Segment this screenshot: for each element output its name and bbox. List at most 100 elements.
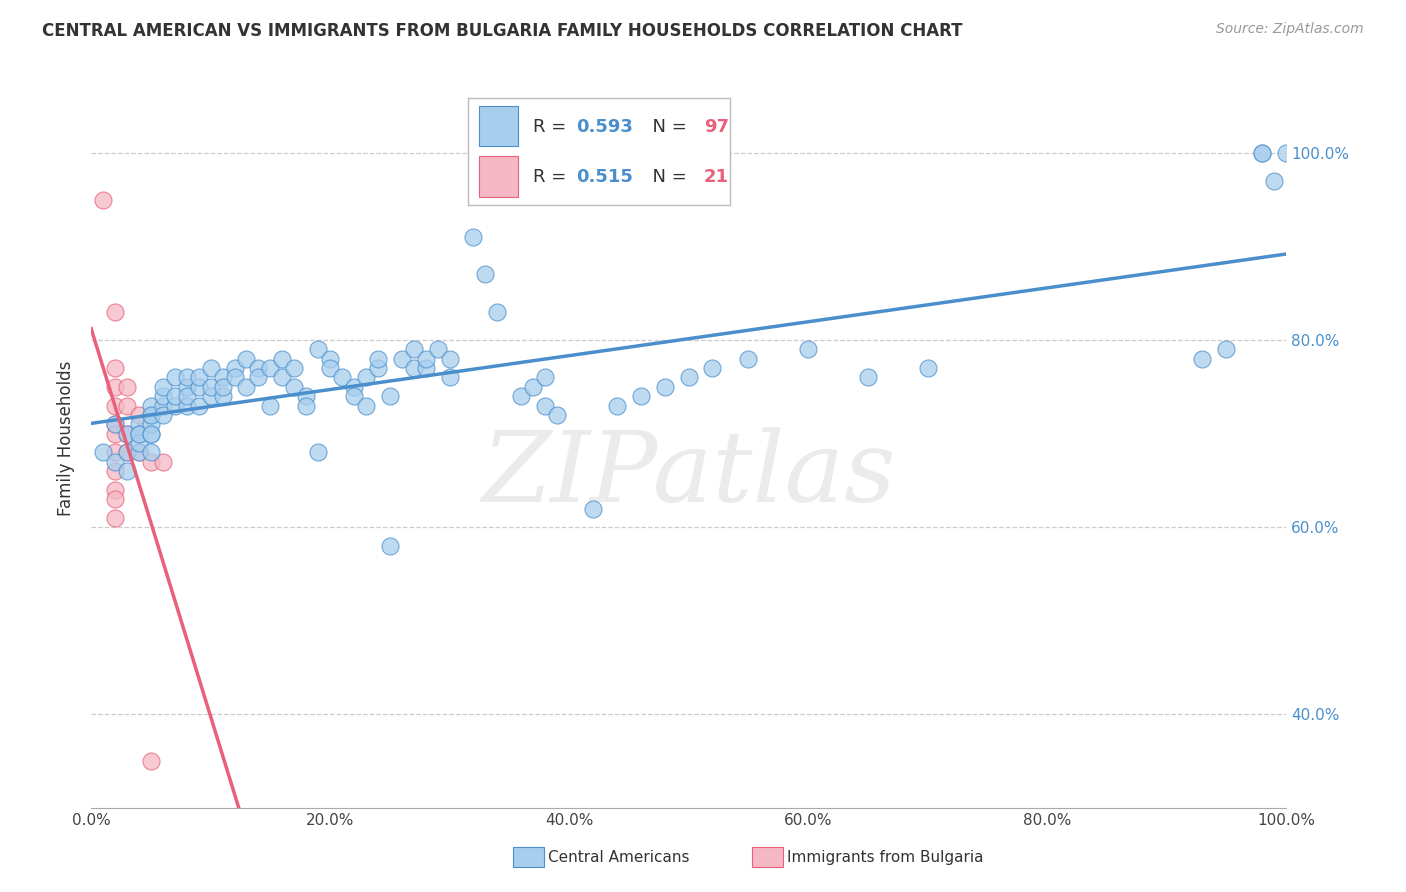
Point (128, 436, 150, 450)
Point (104, 511, 127, 525)
Point (486, 305, 509, 319)
Point (463, 230, 485, 244)
FancyBboxPatch shape (468, 98, 730, 205)
Point (139, 417, 162, 432)
Point (139, 408, 162, 422)
Point (654, 380, 676, 394)
Point (176, 370, 198, 384)
Point (534, 399, 557, 413)
Point (737, 351, 759, 366)
Point (391, 351, 413, 366)
Point (152, 408, 174, 422)
Point (139, 426, 162, 441)
Text: Immigrants from Bulgaria: Immigrants from Bulgaria (787, 850, 984, 864)
Point (224, 370, 246, 384)
Point (211, 380, 233, 394)
Point (283, 361, 305, 376)
Point (307, 343, 329, 357)
Point (104, 483, 127, 497)
Text: 21: 21 (704, 169, 730, 186)
Point (152, 399, 174, 413)
Point (1263, 174, 1285, 188)
Point (1251, 145, 1274, 160)
Point (378, 539, 401, 553)
Point (104, 445, 127, 459)
Point (152, 380, 174, 394)
Point (139, 445, 162, 459)
Point (330, 370, 353, 384)
Point (152, 455, 174, 469)
Point (128, 417, 150, 432)
Point (343, 380, 366, 394)
Point (797, 343, 820, 357)
Text: 0.515: 0.515 (576, 169, 633, 186)
Point (176, 380, 198, 394)
Point (354, 399, 377, 413)
Point (1275, 145, 1298, 160)
Point (115, 464, 138, 478)
Point (271, 370, 294, 384)
Text: Central Americans: Central Americans (548, 850, 690, 864)
Point (211, 370, 233, 384)
Point (702, 361, 724, 376)
Point (115, 445, 138, 459)
Point (1191, 351, 1213, 366)
Point (115, 445, 138, 459)
Bar (479, 156, 517, 197)
Point (139, 399, 162, 413)
Point (295, 399, 318, 413)
Point (104, 417, 127, 432)
Point (224, 361, 246, 376)
Point (187, 370, 209, 384)
Point (104, 455, 127, 469)
Text: N =: N = (641, 169, 692, 186)
Bar (479, 105, 517, 146)
Point (367, 361, 389, 376)
Point (510, 389, 533, 403)
Point (534, 370, 557, 384)
Text: 0.593: 0.593 (576, 118, 633, 136)
Point (163, 399, 186, 413)
Point (187, 399, 209, 413)
Point (104, 426, 127, 441)
Text: R =: R = (533, 118, 572, 136)
Point (176, 389, 198, 403)
Point (439, 351, 461, 366)
Point (917, 361, 939, 376)
Point (283, 380, 305, 394)
Point (128, 408, 150, 422)
Point (247, 361, 270, 376)
Point (415, 351, 437, 366)
Point (474, 268, 496, 282)
Point (104, 399, 127, 413)
Point (163, 370, 186, 384)
Point (319, 351, 342, 366)
Text: Source: ZipAtlas.com: Source: ZipAtlas.com (1216, 22, 1364, 37)
Point (128, 445, 150, 459)
Point (211, 389, 233, 403)
Point (128, 445, 150, 459)
Point (104, 492, 127, 507)
Text: CENTRAL AMERICAN VS IMMIGRANTS FROM BULGARIA FAMILY HOUSEHOLDS CORRELATION CHART: CENTRAL AMERICAN VS IMMIGRANTS FROM BULG… (42, 22, 963, 40)
Point (187, 380, 209, 394)
Point (630, 389, 652, 403)
Point (176, 399, 198, 413)
Point (439, 370, 461, 384)
Text: ZIPatlas: ZIPatlas (481, 427, 896, 523)
Point (307, 445, 329, 459)
Text: R =: R = (533, 169, 572, 186)
Point (139, 455, 162, 469)
Point (115, 426, 138, 441)
Point (426, 343, 449, 357)
Point (104, 464, 127, 478)
Point (139, 426, 162, 441)
Point (678, 370, 700, 384)
Y-axis label: Family Households: Family Households (58, 360, 75, 516)
Point (235, 380, 257, 394)
Point (402, 343, 425, 357)
Point (128, 426, 150, 441)
Point (319, 361, 342, 376)
Point (259, 361, 281, 376)
Point (152, 389, 174, 403)
Point (104, 380, 127, 394)
